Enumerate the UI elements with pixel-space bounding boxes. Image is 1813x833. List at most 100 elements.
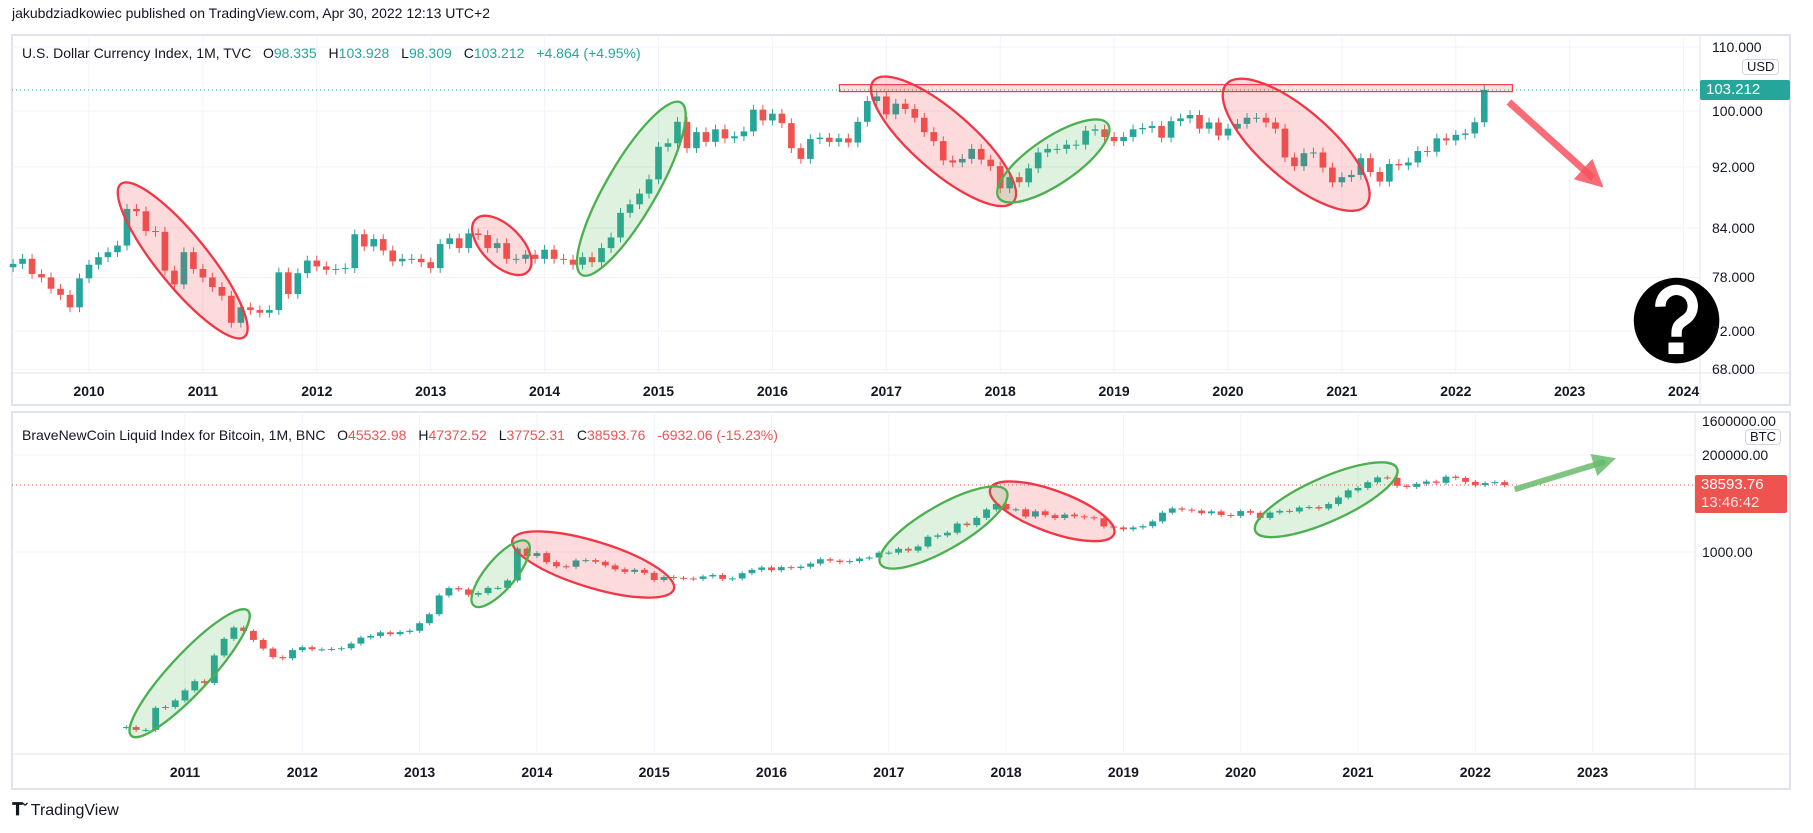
candle-body bbox=[512, 258, 520, 260]
candle-body bbox=[607, 237, 615, 249]
candle-body bbox=[1329, 167, 1336, 183]
candle-body bbox=[230, 627, 238, 639]
up-arrow-icon[interactable] bbox=[1513, 453, 1616, 493]
btc-last-price-badge: 38593.76 13:46:42 bbox=[1695, 475, 1787, 513]
candle-body bbox=[1196, 115, 1203, 129]
candle-body bbox=[313, 260, 321, 267]
candle-body bbox=[731, 136, 738, 139]
high-label: H bbox=[328, 45, 339, 61]
open-value: 45532.98 bbox=[348, 427, 407, 443]
candle-body bbox=[57, 288, 64, 295]
dxy-red-ellipse-2010[interactable] bbox=[101, 168, 264, 353]
x-tick-label: 2013 bbox=[415, 383, 447, 399]
candle-body bbox=[240, 627, 248, 631]
candle-body bbox=[1110, 136, 1118, 142]
candle-body bbox=[1300, 153, 1308, 167]
candle-body bbox=[680, 577, 687, 579]
btc-green-ellipse-2013[interactable] bbox=[462, 532, 539, 615]
dxy-green-ellipse-2018[interactable] bbox=[986, 105, 1121, 217]
candle-body bbox=[1471, 481, 1479, 486]
candle-body bbox=[611, 565, 619, 570]
dxy-green-ellipse-2014[interactable] bbox=[560, 90, 703, 288]
candle-body bbox=[1442, 476, 1450, 483]
candle-body bbox=[1374, 477, 1381, 483]
candle-body bbox=[250, 630, 257, 640]
tradingview-logo[interactable]: 𝐓ˇ TradingView bbox=[12, 800, 119, 820]
candle-body bbox=[332, 268, 340, 270]
candle-body bbox=[769, 113, 776, 121]
candle-body bbox=[807, 139, 814, 159]
btc-red-ellipse-2018[interactable] bbox=[983, 469, 1121, 553]
dxy-red-ellipse-2013[interactable] bbox=[462, 205, 542, 285]
candle-body bbox=[588, 257, 596, 263]
bar-countdown: 13:46:42 bbox=[1701, 494, 1760, 511]
x-tick-label: 2020 bbox=[1212, 383, 1244, 399]
candle-body bbox=[709, 574, 717, 577]
candle-body bbox=[1305, 507, 1313, 509]
candle-body bbox=[152, 707, 160, 730]
candle-body bbox=[66, 294, 74, 308]
btc-pane bbox=[11, 411, 1791, 790]
x-tick-label: 2023 bbox=[1577, 764, 1609, 780]
candle-body bbox=[797, 566, 805, 569]
candle-body bbox=[1041, 511, 1049, 516]
btc-currency-tag[interactable]: BTC bbox=[1745, 429, 1781, 445]
candle-body bbox=[1432, 481, 1440, 483]
candle-body bbox=[152, 231, 159, 233]
btc-green-ellipse-2017[interactable] bbox=[869, 472, 1017, 583]
candle-body bbox=[750, 109, 757, 132]
candle-body bbox=[664, 143, 672, 147]
dxy-red-ellipse-2020[interactable] bbox=[1204, 58, 1389, 232]
candle-body bbox=[856, 558, 863, 562]
candle-body bbox=[19, 258, 26, 264]
candle-body bbox=[882, 96, 890, 115]
candle-body bbox=[875, 552, 883, 558]
candle-body bbox=[1338, 177, 1346, 183]
candle-body bbox=[553, 562, 560, 567]
candle-body bbox=[702, 132, 710, 142]
candle-body bbox=[1100, 518, 1108, 527]
x-tick-label: 2021 bbox=[1342, 764, 1374, 780]
candle-body bbox=[631, 569, 639, 572]
btc-green-ellipse-2011[interactable] bbox=[117, 597, 262, 749]
candle-body bbox=[256, 310, 264, 313]
candle-body bbox=[95, 257, 102, 265]
btc-green-ellipse-2020[interactable] bbox=[1247, 448, 1406, 551]
candle-body bbox=[1015, 177, 1023, 183]
candle-body bbox=[865, 557, 873, 559]
dxy-currency-tag[interactable]: USD bbox=[1742, 59, 1780, 75]
candle-body bbox=[351, 234, 359, 269]
candle-body bbox=[693, 132, 700, 149]
candle-body bbox=[218, 286, 226, 296]
change-value: -6932.06 (-15.23%) bbox=[657, 427, 778, 443]
candle-body bbox=[901, 103, 909, 109]
candle-body bbox=[465, 233, 472, 249]
candle-body bbox=[132, 727, 140, 730]
candle-body bbox=[807, 563, 815, 567]
candle-body bbox=[541, 249, 548, 259]
dxy-legend: U.S. Dollar Currency Index, 1M, TVC O98.… bbox=[22, 45, 641, 61]
candle-body bbox=[38, 274, 45, 278]
resistance-rectangle[interactable] bbox=[838, 84, 1513, 93]
x-tick-label: 2016 bbox=[755, 764, 788, 780]
candle-body bbox=[386, 632, 394, 635]
candle-body bbox=[367, 635, 375, 638]
candle-body bbox=[1149, 521, 1157, 527]
candle-body bbox=[949, 160, 957, 163]
candle-body bbox=[269, 648, 277, 658]
candle-body bbox=[983, 509, 990, 518]
candle-body bbox=[161, 231, 169, 271]
candle-body bbox=[1051, 515, 1059, 519]
candle-body bbox=[778, 113, 786, 124]
y-tick-label: 110.000 bbox=[1712, 39, 1762, 56]
btc-red-ellipse-2014[interactable] bbox=[506, 518, 681, 612]
candle-body bbox=[133, 208, 140, 212]
btc-legend: BraveNewCoin Liquid Index for Bitcoin, 1… bbox=[22, 427, 778, 443]
candle-body bbox=[1091, 129, 1099, 131]
candle-body bbox=[854, 121, 862, 143]
down-arrow-icon[interactable] bbox=[1506, 99, 1604, 188]
candle-body bbox=[493, 243, 501, 249]
candle-body bbox=[1256, 512, 1264, 518]
candle-body bbox=[1405, 162, 1412, 166]
